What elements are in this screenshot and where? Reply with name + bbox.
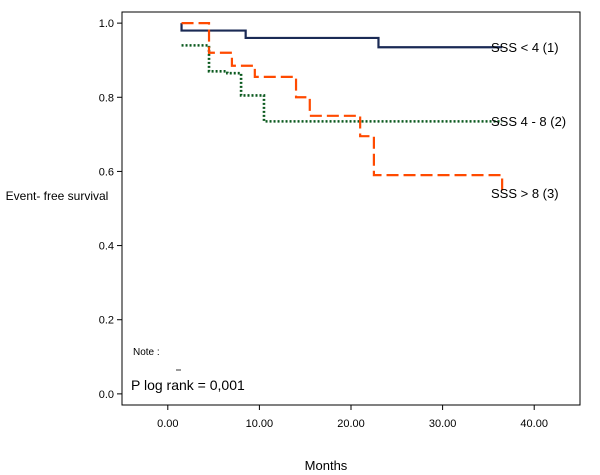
series-label-2: SSS 4 - 8 (2) <box>491 114 566 129</box>
series-layer <box>180 22 504 194</box>
x-tick-label: 0.00 <box>157 418 178 430</box>
x-tick-label: 40.00 <box>520 418 548 430</box>
y-tick-label: 0.6 <box>99 166 114 178</box>
series-line-3 <box>181 22 504 194</box>
series-label-1: SSS < 4 (1) <box>491 40 559 55</box>
ticks: 0.00 10.00 20.00 30.00 40.00 0.0 0.2 0.4 0.6 0.8 1… <box>99 18 548 430</box>
y-tick-label: 0.4 <box>99 241 114 253</box>
x-tick-label: 30.00 <box>429 418 457 430</box>
y-axis-label: Event- free survival <box>6 189 109 203</box>
y-tick-label: 0.8 <box>99 92 114 104</box>
series-line-1 <box>180 23 503 49</box>
axes <box>121 11 581 406</box>
x-tick-label: 10.00 <box>246 418 274 430</box>
y-tick-label: 0.2 <box>99 315 114 327</box>
y-tick-label: 1.0 <box>99 18 114 30</box>
series-line-2 <box>181 44 503 123</box>
log-rank-annotation: P log rank = 0,001 <box>131 377 245 393</box>
x-tick-label: 20.00 <box>337 418 365 430</box>
plot-frame <box>121 11 581 406</box>
y-tick-label: 0.0 <box>99 389 114 401</box>
series-label-3: SSS > 8 (3) <box>491 186 559 201</box>
x-axis-label: Months <box>305 458 348 473</box>
note-label: Note : <box>133 347 160 358</box>
